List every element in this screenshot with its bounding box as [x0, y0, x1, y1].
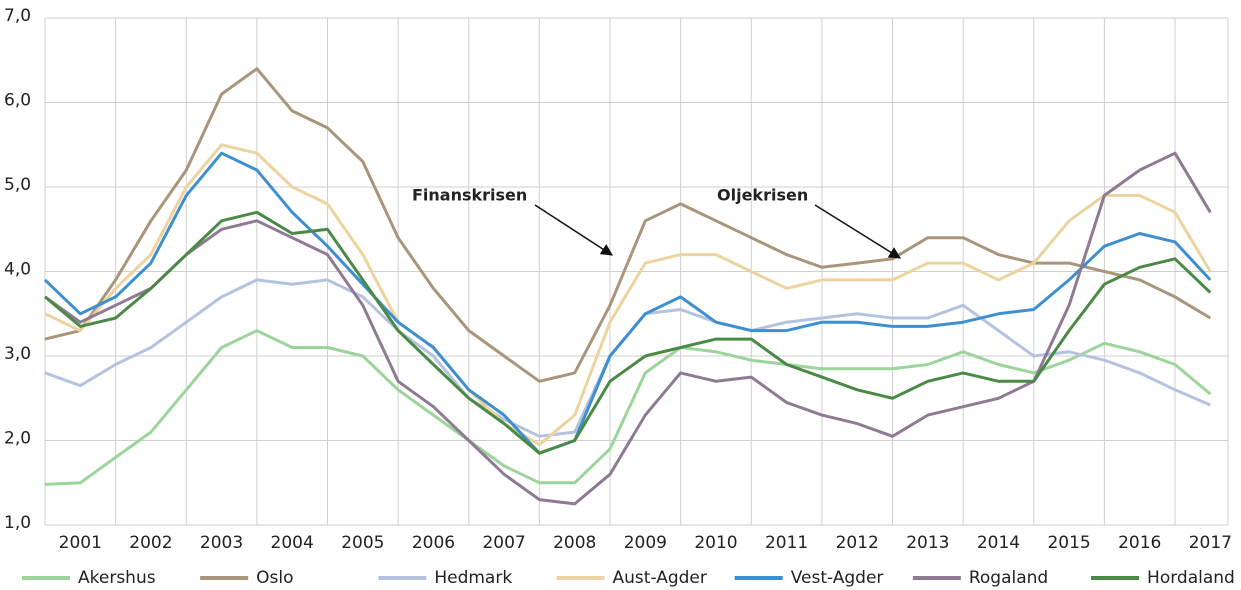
lines — [43, 67, 1212, 506]
annotation-arrow — [814, 204, 902, 259]
legend-label: Oslo — [256, 568, 293, 588]
legend-label: Rogaland — [969, 568, 1048, 588]
series-line — [44, 210, 1212, 455]
x-tick-label: 2007 — [482, 533, 525, 553]
legend-label: Aust-Agder — [613, 568, 707, 588]
x-tick-label: 2006 — [412, 533, 455, 553]
y-tick-label: 4,0 — [4, 260, 31, 280]
x-tick-label: 2004 — [271, 533, 314, 553]
x-tick-label: 2016 — [1118, 533, 1161, 553]
annotation: Finanskrisen — [412, 186, 527, 205]
x-tick-label: 2017 — [1189, 533, 1232, 553]
x-tick-label: 2011 — [765, 533, 808, 553]
x-tick-label: 2015 — [1047, 533, 1090, 553]
series-line — [44, 67, 1212, 383]
legend-label: Hedmark — [434, 568, 512, 588]
x-tick-label: 2003 — [200, 533, 243, 553]
x-tick-label: 2008 — [553, 533, 596, 553]
x-tick-label: 2013 — [906, 533, 949, 553]
legend-label: Akershus — [78, 568, 156, 588]
x-tick-label: 2014 — [977, 533, 1020, 553]
series-line — [44, 151, 1212, 506]
x-tick-label: 2005 — [341, 533, 384, 553]
x-tick-label: 2001 — [59, 533, 102, 553]
x-tick-label: 2009 — [624, 533, 667, 553]
series-line — [44, 329, 1212, 486]
x-tick-label: 2012 — [836, 533, 879, 553]
annotation: Oljekrisen — [717, 186, 808, 205]
series-line — [43, 151, 1212, 455]
x-tick-label: 2010 — [694, 533, 737, 553]
legend-label: Vest-Agder — [791, 568, 884, 588]
legend-label: Hordaland — [1147, 568, 1235, 588]
y-tick-label: 7,0 — [4, 6, 31, 26]
y-tick-label: 2,0 — [4, 429, 31, 449]
y-tick-label: 5,0 — [4, 175, 31, 195]
x-tick-label: 2002 — [129, 533, 172, 553]
annotation-arrow — [534, 204, 614, 256]
y-tick-label: 6,0 — [4, 91, 31, 111]
y-tick-label: 3,0 — [4, 344, 31, 364]
series-line — [44, 143, 1212, 447]
y-tick-label: 1,0 — [4, 513, 31, 533]
